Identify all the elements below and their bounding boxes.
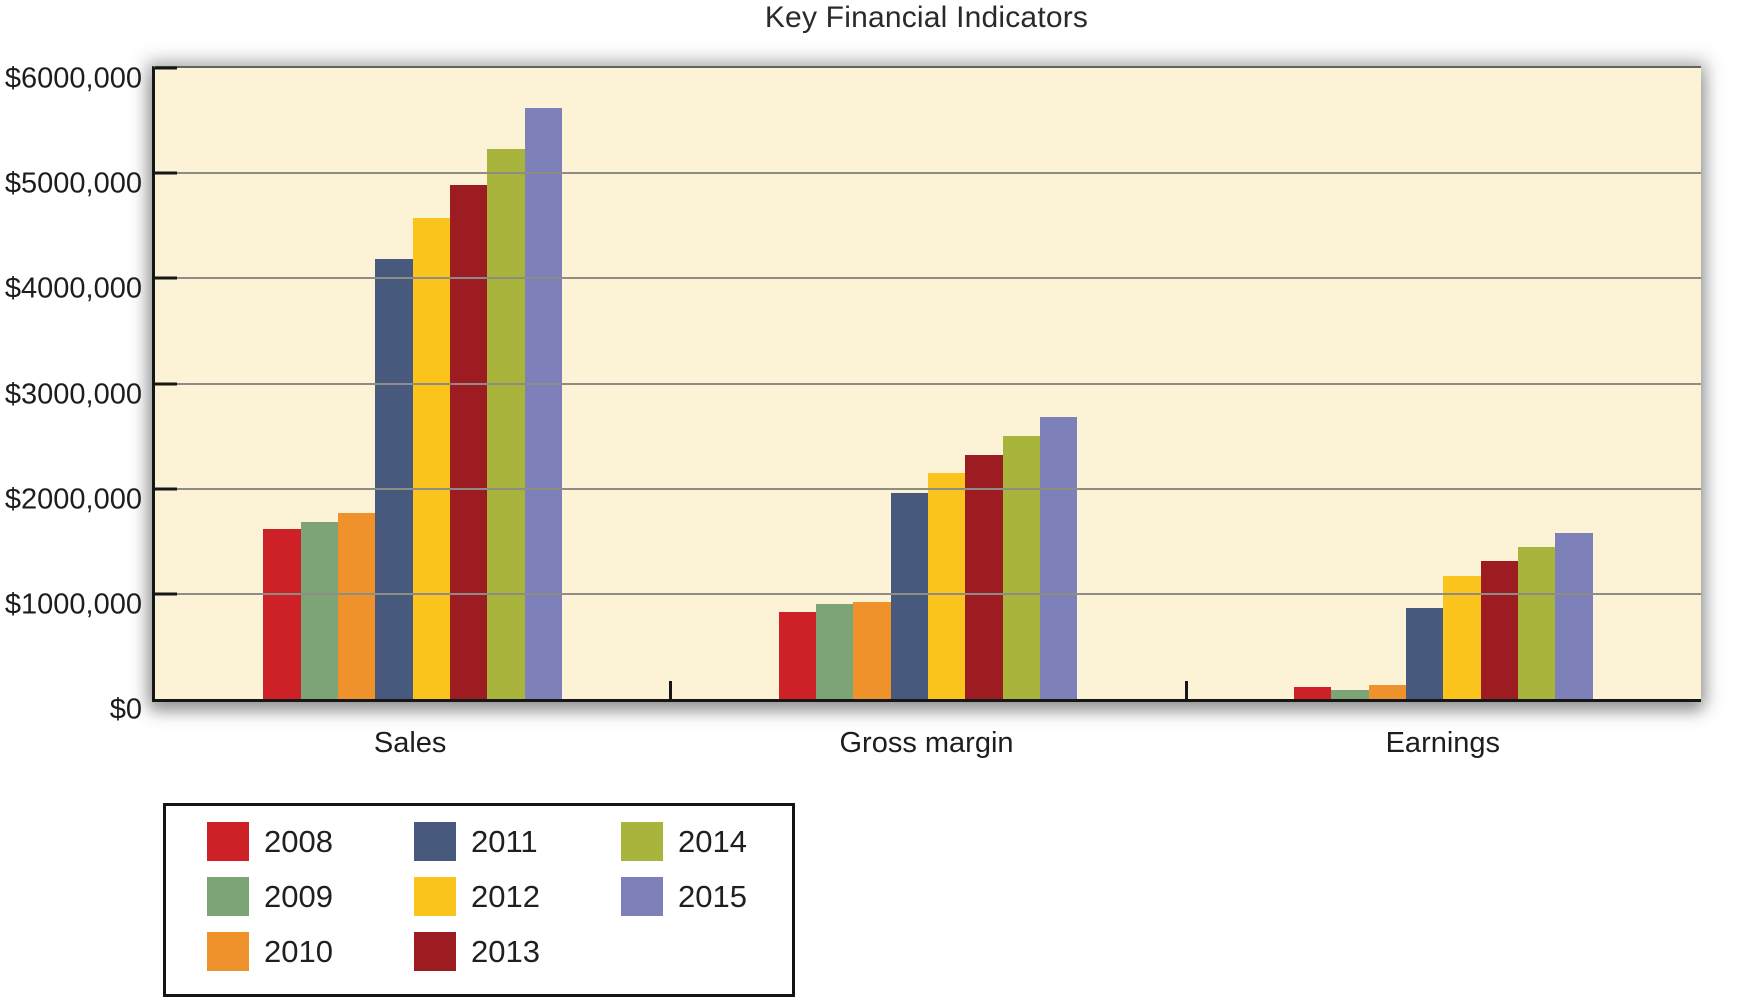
y-axis-tick	[155, 487, 177, 491]
bar-group-sales	[155, 68, 670, 699]
legend-item-2013: 2013	[414, 932, 621, 971]
legend-box: 2008 2009 2010 2011 2012 2013 2014 2015	[163, 803, 795, 997]
legend-label: 2015	[678, 879, 747, 914]
gridline	[155, 487, 1701, 490]
plot-area	[152, 66, 1701, 702]
bar-2010-gross-margin	[853, 602, 891, 699]
y-axis-tick-label: $4000,000	[4, 272, 142, 305]
category-label-sales: Sales	[373, 727, 447, 759]
y-axis-tick-label: $1000,000	[4, 588, 142, 621]
bar-2010-sales	[337, 512, 376, 699]
bar-2009-sales	[300, 522, 338, 699]
category-separator-tick	[669, 681, 673, 699]
legend-label: 2009	[264, 879, 333, 914]
bar-group-earnings	[1186, 68, 1701, 699]
legend-swatch-2010	[207, 932, 249, 971]
bar-2009-earnings	[1331, 689, 1369, 699]
bar-group-gross-margin	[670, 68, 1185, 699]
legend-swatch-2012	[414, 877, 456, 916]
legend-item-2008: 2008	[207, 822, 414, 861]
legend-label: 2014	[678, 824, 747, 859]
legend-label: 2010	[264, 934, 333, 969]
gridline	[155, 382, 1701, 385]
legend-label: 2011	[471, 824, 538, 859]
y-axis-tick-label: $0	[109, 693, 142, 726]
y-axis-tick	[155, 66, 177, 70]
bar-2014-earnings	[1518, 546, 1556, 699]
legend-swatch-2008	[207, 822, 249, 861]
category-separator-tick	[1184, 681, 1188, 699]
bar-2011-earnings	[1405, 607, 1444, 699]
y-axis-tick-label: $3000,000	[4, 378, 142, 410]
bar-2011-gross-margin	[890, 492, 928, 699]
bar-run	[263, 68, 563, 699]
bar-2012-gross-margin	[927, 472, 966, 699]
y-axis-tick-label: $6000,000	[4, 62, 142, 95]
bar-2012-earnings	[1443, 575, 1481, 699]
bar-2013-earnings	[1480, 561, 1519, 699]
bar-2015-gross-margin	[1040, 417, 1078, 699]
legend-item-2015: 2015	[621, 877, 828, 916]
bar-2010-earnings	[1368, 685, 1406, 699]
gridline	[155, 592, 1701, 595]
bar-2008-gross-margin	[778, 611, 816, 699]
legend-swatch-2013	[414, 932, 456, 971]
legend-swatch-2015	[621, 877, 663, 916]
legend-label: 2013	[471, 934, 540, 969]
bar-2009-gross-margin	[815, 604, 854, 699]
bar-2015-earnings	[1555, 532, 1593, 699]
legend-swatch-2011	[414, 822, 456, 861]
y-axis-tick	[155, 276, 177, 280]
bar-2014-sales	[487, 148, 525, 699]
bar-2008-earnings	[1293, 687, 1332, 699]
legend-item-2009: 2009	[207, 877, 414, 916]
gridline	[155, 172, 1701, 175]
chart-title: Key Financial Indicators	[764, 1, 1089, 34]
legend-label: 2012	[471, 879, 540, 914]
bars-layer	[155, 68, 1701, 699]
bar-2015-sales	[524, 107, 563, 699]
legend-item-2011: 2011	[414, 822, 621, 861]
legend-label: 2008	[264, 824, 333, 859]
bar-2011-sales	[375, 259, 413, 699]
bar-2014-gross-margin	[1002, 436, 1041, 699]
bar-2012-sales	[412, 218, 451, 699]
legend-swatch-2014	[621, 822, 663, 861]
bar-2008-sales	[263, 528, 301, 699]
legend-item-2012: 2012	[414, 877, 621, 916]
gridline	[155, 277, 1701, 280]
y-axis-tick-label: $5000,000	[4, 167, 142, 200]
legend-item-2014: 2014	[621, 822, 828, 861]
category-label-gross-margin: Gross margin	[839, 727, 1014, 759]
y-axis-tick-label: $2000,000	[4, 483, 142, 516]
category-label-earnings: Earnings	[1385, 727, 1501, 759]
legend-item-2010: 2010	[207, 932, 414, 971]
bar-run	[1293, 68, 1593, 699]
bar-2013-gross-margin	[965, 455, 1003, 699]
y-axis-tick	[155, 171, 177, 175]
y-axis-tick	[155, 592, 177, 596]
bar-run	[778, 68, 1078, 699]
bar-2013-sales	[450, 184, 488, 699]
legend-swatch-2009	[207, 877, 249, 916]
y-axis-tick	[155, 382, 177, 385]
